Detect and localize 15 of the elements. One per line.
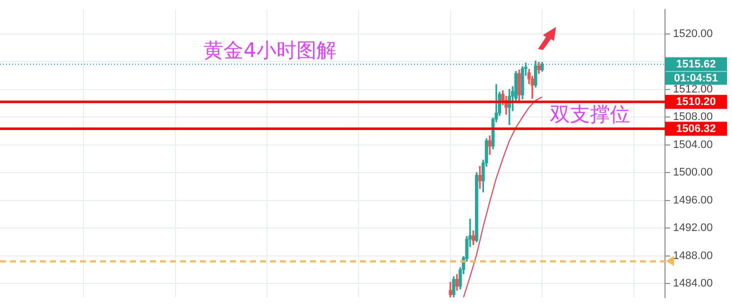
ref-line-label: 1506.32 [676,122,716,135]
y-tick-label: 1512.00 [673,83,713,96]
y-tick-label: 1504.00 [673,138,713,151]
annotation: 双支撑位 [550,102,630,126]
y-tick-label: 1484.00 [673,278,713,290]
annotation: 黄金4小时图解 [204,38,336,62]
y-tick-label: 1500.00 [673,166,713,179]
ref-line-label: 1510.20 [676,96,716,108]
y-tick-label: 1492.00 [673,222,713,234]
y-tick-label: 1520.00 [673,28,713,40]
y-tick-label: 1508.00 [673,111,713,124]
text: 01:04:51 [674,72,718,84]
ref-line-label: 1515.62 [676,58,716,70]
y-tick-label: 1496.00 [673,194,713,206]
y-tick-label: 1488.00 [673,250,713,262]
